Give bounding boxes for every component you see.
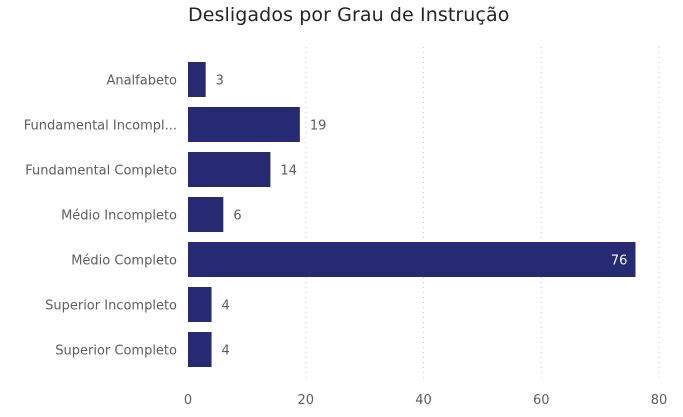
y-tick-label: Fundamental Incompl... <box>24 119 177 134</box>
bar <box>188 287 212 322</box>
data-label: 4 <box>222 299 230 314</box>
y-tick-label: Médio Completo <box>71 254 177 269</box>
y-tick-label: Fundamental Completo <box>25 164 177 179</box>
y-tick-label: Analfabeto <box>106 74 177 89</box>
y-tick-label: Superior Completo <box>55 344 177 359</box>
data-label: 3 <box>216 74 224 89</box>
bar <box>188 332 212 367</box>
x-tick-label: 20 <box>297 393 314 408</box>
x-tick-label: 40 <box>415 393 432 408</box>
x-tick-label: 0 <box>184 393 192 408</box>
bar <box>188 62 206 97</box>
data-label: 19 <box>310 119 327 134</box>
bar <box>188 152 271 187</box>
x-tick-label: 60 <box>533 393 550 408</box>
data-label: 6 <box>233 209 241 224</box>
x-tick-label: 80 <box>651 393 668 408</box>
data-label: 76 <box>611 254 628 269</box>
data-label: 14 <box>280 164 297 179</box>
y-tick-label: Médio Incompleto <box>61 209 177 224</box>
bar <box>188 197 224 232</box>
bar <box>188 242 636 277</box>
chart-title: Desligados por Grau de Instrução <box>188 4 510 26</box>
bar <box>188 107 300 142</box>
data-label: 4 <box>222 344 230 359</box>
y-tick-label: Superior Incompleto <box>45 299 177 314</box>
